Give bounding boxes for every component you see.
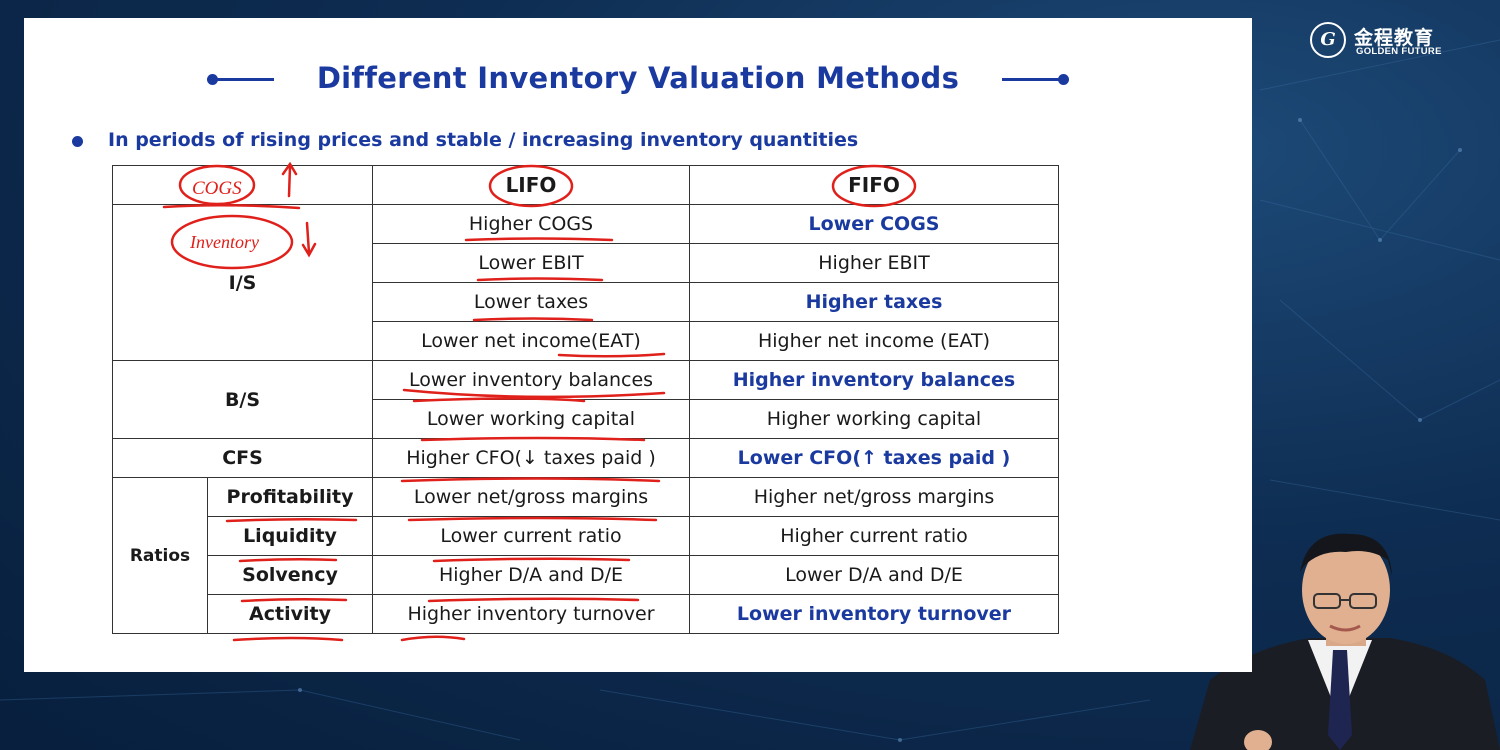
title-decoration-left [207, 74, 274, 85]
section-cfs: CFS [112, 438, 373, 478]
ratio-label-activity: Activity [207, 594, 373, 634]
table-row: CFS Higher CFO(↓ taxes paid ) Lower CFO(… [112, 438, 1059, 478]
lifo-cell: Lower working capital [372, 399, 690, 439]
fifo-cell: Higher net income (EAT) [689, 321, 1059, 361]
table-row: Lower taxes Higher taxes [113, 282, 1059, 322]
table-row: Lower EBIT Higher EBIT [113, 243, 1059, 283]
fifo-cell: Higher working capital [689, 399, 1059, 439]
table-row: Activity Higher inventory turnover Lower… [113, 594, 1059, 634]
lifo-cell: Higher COGS [372, 204, 690, 244]
logo-emblem-icon: G [1310, 22, 1346, 58]
section-is: I/S [112, 204, 373, 361]
fifo-cell: Lower inventory turnover [689, 594, 1059, 634]
logo-english-text: GOLDEN FUTURE [1356, 46, 1442, 57]
comparison-table: LIFO FIFO I/S Higher COGS Lower COGS Low… [112, 165, 1059, 634]
table-row: Liquidity Lower current ratio Higher cur… [113, 516, 1059, 556]
section-bs: B/S [112, 360, 373, 439]
logo-chinese-text: 金程教育 [1354, 28, 1435, 49]
lifo-cell: Lower EBIT [372, 243, 690, 283]
title-row: Different Inventory Valuation Methods [24, 58, 1252, 108]
ratio-label-profitability: Profitability [207, 477, 373, 517]
ratio-label-liquidity: Liquidity [207, 516, 373, 556]
header-fifo: FIFO [689, 165, 1059, 205]
golden-future-logo: G 金程教育 GOLDEN FUTURE [1310, 22, 1460, 58]
lifo-cell: Lower current ratio [372, 516, 690, 556]
lifo-cell: Higher inventory turnover [372, 594, 690, 634]
table-row: B/S Lower inventory balances Higher inve… [112, 360, 1059, 439]
fifo-cell: Lower COGS [689, 204, 1059, 244]
slide: Different Inventory Valuation Methods In… [24, 18, 1252, 672]
table-header-row: LIFO FIFO [112, 165, 1059, 205]
header-lifo: LIFO [372, 165, 690, 205]
bullet-item: In periods of rising prices and stable /… [72, 128, 1172, 156]
fifo-cell: Higher current ratio [689, 516, 1059, 556]
fifo-cell: Lower D/A and D/E [689, 555, 1059, 595]
fifo-cell: Higher taxes [689, 282, 1059, 322]
lifo-cell: Lower taxes [372, 282, 690, 322]
section-ratios: Ratios [112, 477, 208, 634]
fifo-cell: Higher EBIT [689, 243, 1059, 283]
presenter-video [1190, 533, 1500, 750]
fifo-cell: Higher net/gross margins [689, 477, 1059, 517]
bullet-text: In periods of rising prices and stable /… [108, 129, 859, 151]
table-row: Solvency Higher D/A and D/E Lower D/A an… [113, 555, 1059, 595]
table-row: I/S Higher COGS Lower COGS [112, 204, 1059, 361]
lifo-cell: Lower net income(EAT) [372, 321, 690, 361]
header-empty-cell [112, 165, 373, 205]
fifo-cell: Higher inventory balances [689, 360, 1059, 400]
fifo-cell: Lower CFO(↑ taxes paid ) [689, 438, 1059, 478]
lifo-cell: Lower inventory balances [372, 360, 690, 400]
table-row: Lower net income(EAT) Higher net income … [113, 321, 1059, 361]
ratio-label-solvency: Solvency [207, 555, 373, 595]
table-row: Ratios Profitability Lower net/gross mar… [112, 477, 1059, 634]
title-decoration-right [1002, 74, 1069, 85]
lifo-cell: Higher D/A and D/E [372, 555, 690, 595]
lifo-cell: Higher CFO(↓ taxes paid ) [372, 438, 690, 478]
lifo-cell: Lower net/gross margins [372, 477, 690, 517]
bullet-dot-icon [72, 136, 83, 147]
slide-title: Different Inventory Valuation Methods [316, 61, 960, 95]
